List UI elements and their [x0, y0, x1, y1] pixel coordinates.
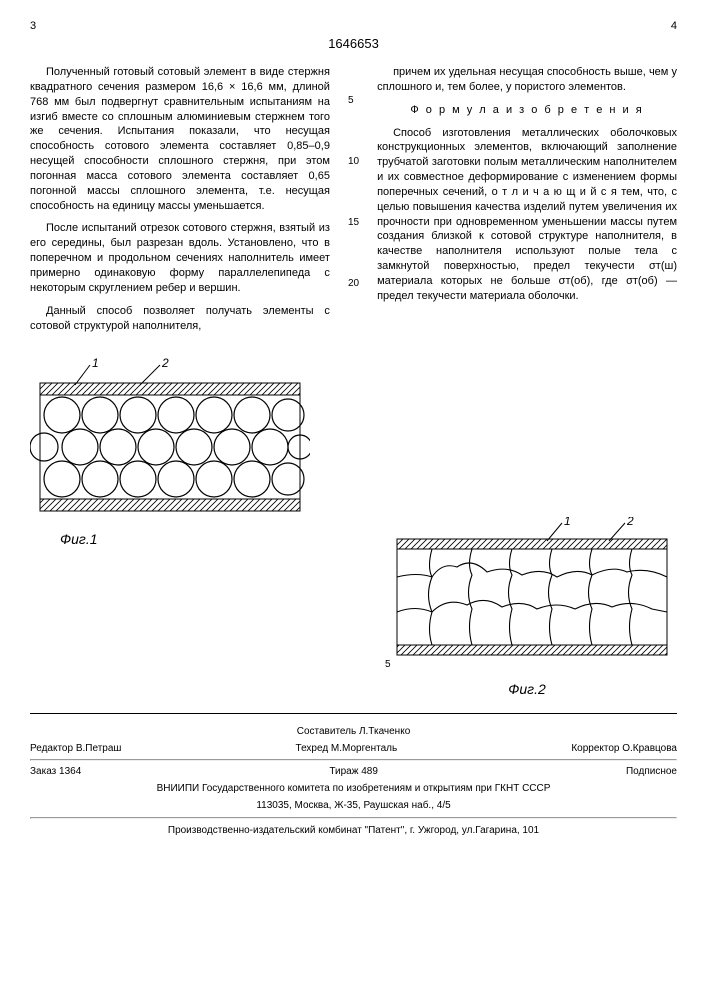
- right-paragraph-2: Способ изготовления металлических оболоч…: [377, 126, 677, 304]
- footer-compositor: Составитель Л.Ткаченко: [30, 726, 677, 737]
- footer-staff-row: Редактор В.Петраш Техред М.Моргенталь Ко…: [30, 743, 677, 754]
- right-paragraph-1: причем их удельная несущая способность в…: [377, 65, 677, 95]
- footer-subscription: Подписное: [626, 766, 677, 777]
- text-columns: Полученный готовый сотовый элемент в вид…: [30, 65, 677, 341]
- footer-divider: [30, 759, 677, 761]
- footer-org: ВНИИПИ Государственного комитета по изоб…: [30, 783, 677, 794]
- footer-editor: Редактор В.Петраш: [30, 743, 121, 754]
- fig2-label-2: 2: [626, 517, 634, 528]
- left-paragraph-2: После испытаний отрезок сотового стержня…: [30, 221, 330, 295]
- footer-order-row: Заказ 1364 Тираж 489 Подписное: [30, 766, 677, 777]
- footer-order: Заказ 1364: [30, 766, 81, 777]
- formula-title: Ф о р м у л а и з о б р е т е н и я: [377, 103, 677, 118]
- footer-address: 113035, Москва, Ж-35, Раушская наб., 4/5: [30, 800, 677, 811]
- left-paragraph-3: Данный способ позволяет получать элемент…: [30, 304, 330, 334]
- footer-corrector: Корректор О.Кравцова: [571, 743, 677, 754]
- doc-number: 1646653: [30, 36, 677, 51]
- figure-2-label: Фиг.2: [377, 681, 677, 697]
- page-number-row: 3 4: [30, 20, 677, 32]
- line-marker: 20: [348, 278, 359, 289]
- footer-circulation: Тираж 489: [329, 766, 378, 777]
- line-marker: 5: [348, 95, 359, 106]
- svg-text:5: 5: [385, 659, 391, 670]
- page-right: 4: [671, 20, 677, 32]
- fig2-label-1: 1: [564, 517, 571, 528]
- figure-2: 1 2 5 Фиг.2: [377, 517, 677, 697]
- left-paragraph-1: Полученный готовый сотовый элемент в вид…: [30, 65, 330, 213]
- page-left: 3: [30, 20, 36, 32]
- line-markers: 5 10 15 20: [348, 65, 359, 341]
- fig1-label-2: 2: [161, 357, 169, 370]
- footer-techred: Техред М.Моргенталь: [296, 743, 398, 754]
- figures-area: 1 2 Фиг.1 1: [30, 357, 677, 697]
- footer-divider-2: [30, 817, 677, 819]
- figure-1-svg: 1 2: [30, 357, 310, 527]
- left-column: Полученный готовый сотовый элемент в вид…: [30, 65, 330, 341]
- line-marker: 10: [348, 156, 359, 167]
- fig1-label-1: 1: [92, 357, 99, 370]
- footer-printer: Производственно-издательский комбинат "П…: [30, 825, 677, 836]
- footer: Составитель Л.Ткаченко Редактор В.Петраш…: [30, 713, 677, 836]
- figure-2-svg: 1 2 5: [377, 517, 677, 677]
- line-marker: 15: [348, 217, 359, 228]
- right-column: причем их удельная несущая способность в…: [377, 65, 677, 341]
